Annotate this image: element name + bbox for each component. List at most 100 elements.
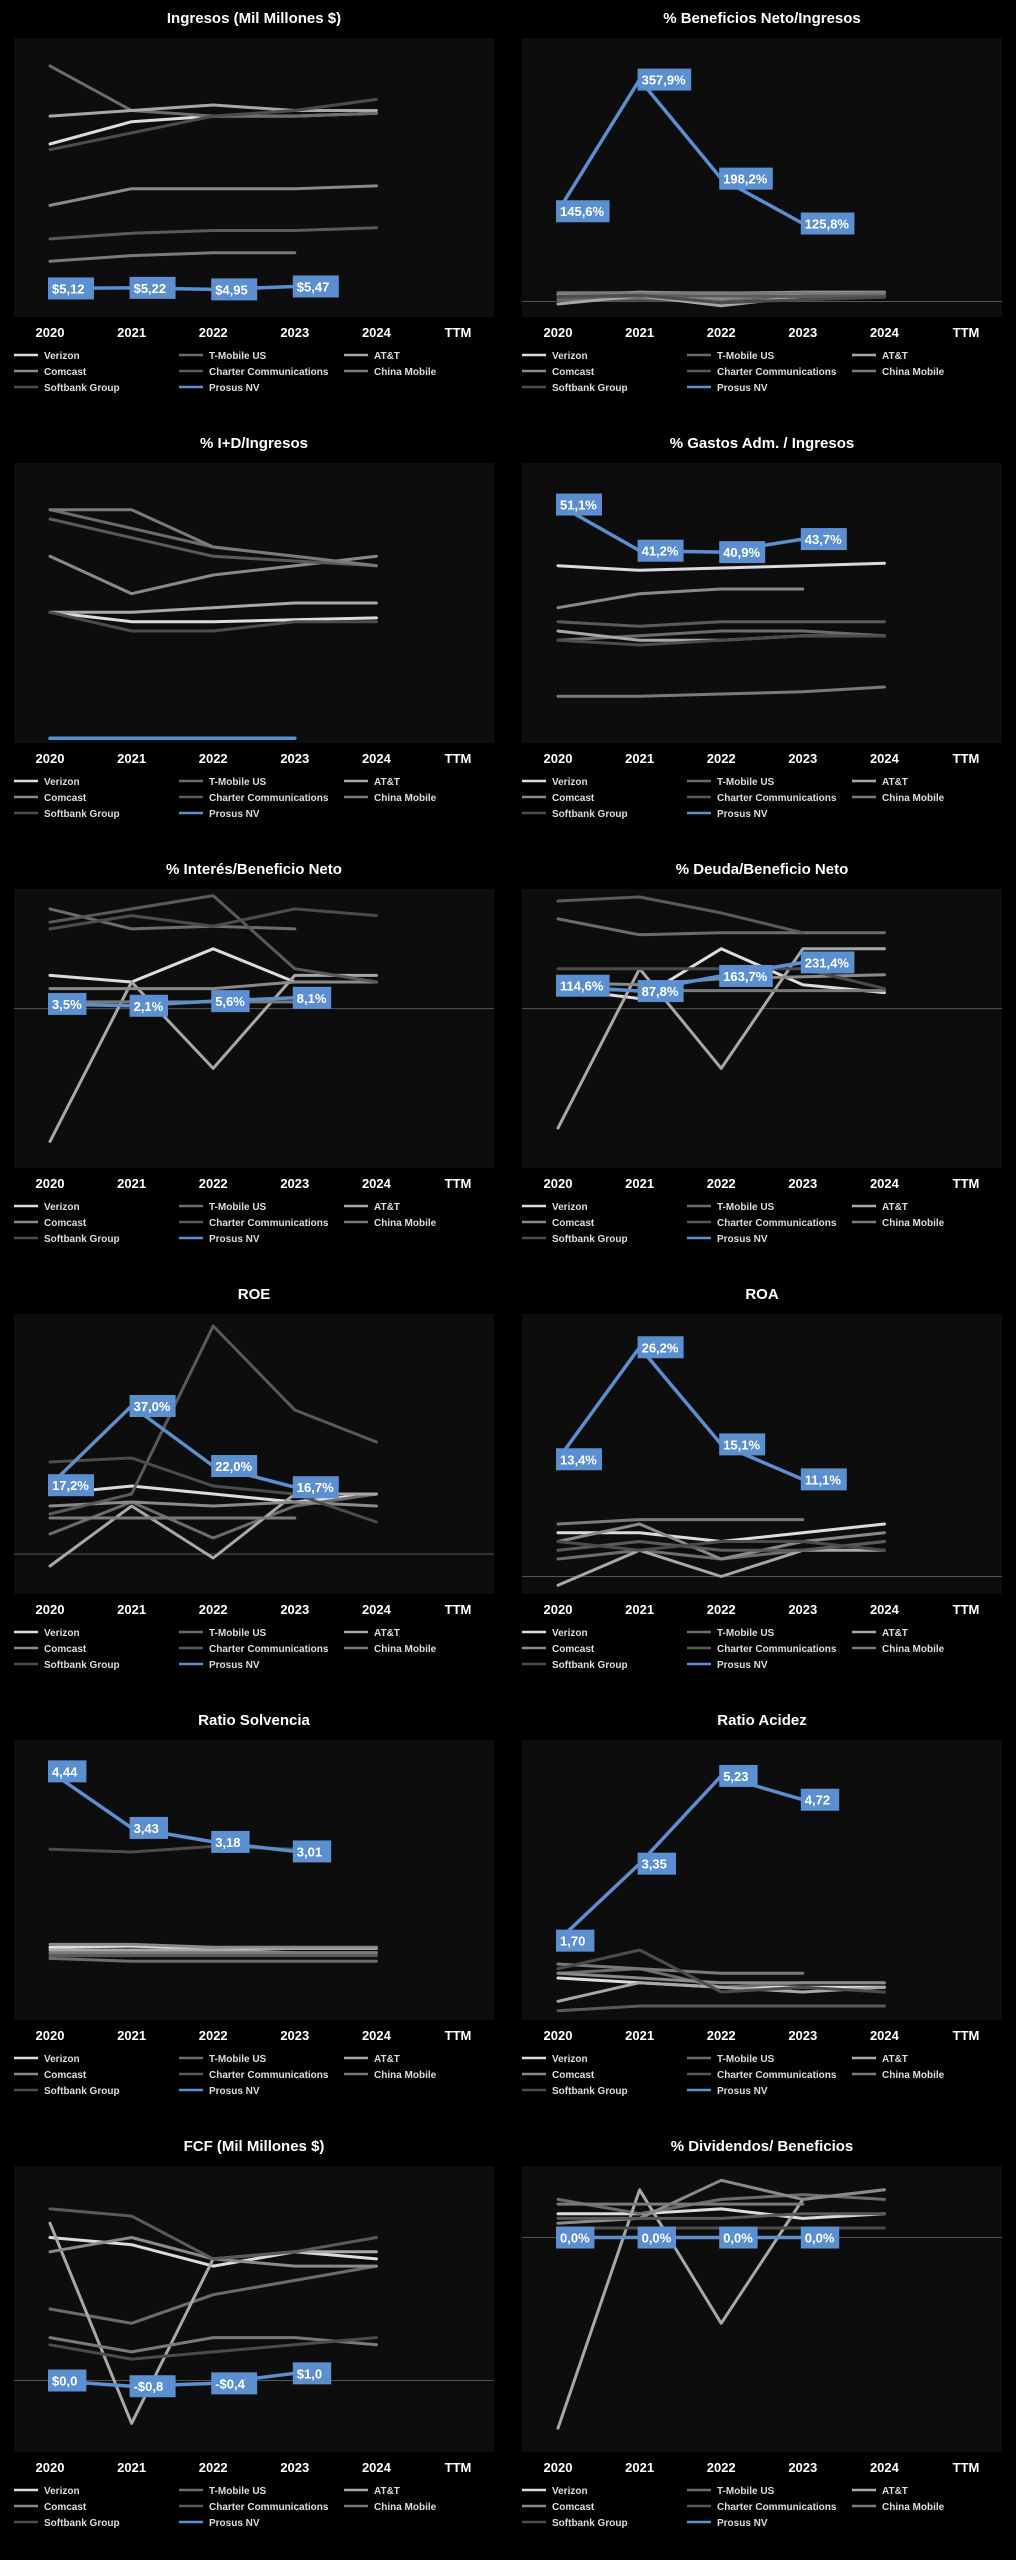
legend-entry: Charter Communications (179, 2070, 329, 2081)
svg-text:Verizon: Verizon (552, 2054, 588, 2065)
x-tick-label: 2022 (199, 1176, 228, 1191)
legend-entry: Softbank Group (14, 809, 120, 820)
chart-title: Ingresos (Mil Millones $) (166, 10, 342, 27)
svg-text:Charter Communications: Charter Communications (717, 2070, 837, 2081)
legend-entry: Comcast (14, 2502, 87, 2513)
data-label: 51,1% (556, 493, 602, 516)
svg-text:China Mobile: China Mobile (882, 2070, 945, 2081)
legend-entry: T-Mobile US (687, 2486, 775, 2497)
series-line-at-t (556, 1981, 886, 2003)
series-line-at-t (48, 601, 378, 614)
svg-text:Verizon: Verizon (552, 1202, 588, 1213)
x-tick-label: 2020 (36, 2028, 65, 2043)
x-tick-label: TTM (953, 2460, 980, 2475)
svg-text:-$0,8: -$0,8 (134, 2379, 164, 2394)
svg-text:China Mobile: China Mobile (882, 1218, 945, 1229)
legend-entry: Comcast (14, 367, 87, 378)
chart-svg: 2020 2021 2022 2023 2024 TTM $0,0 -$0,8 -$0,4 $1,… (14, 2166, 494, 2529)
chart-panel-1: Ingresos (Mil Millones $) 2020 2021 2022 202… (4, 2, 504, 421)
plot-area (14, 38, 494, 317)
legend-entry: Prosus NV (687, 383, 768, 394)
x-tick-label: 2020 (544, 1176, 573, 1191)
svg-text:China Mobile: China Mobile (374, 2502, 437, 2513)
legend-entry: Prosus NV (179, 1660, 260, 1671)
svg-text:163,7%: 163,7% (723, 969, 768, 984)
svg-text:Comcast: Comcast (552, 1218, 595, 1229)
svg-text:Verizon: Verizon (552, 777, 588, 788)
legend-entry: China Mobile (344, 1644, 437, 1655)
x-tick-label: 2024 (870, 2028, 900, 2043)
svg-text:Comcast: Comcast (44, 2502, 87, 2513)
data-label: 3,43 (129, 1816, 168, 1839)
svg-text:5,6%: 5,6% (215, 994, 245, 1009)
chart-svg: 2020 2021 2022 2023 2024 TTM $5,12 $5,22 $4,95 $5… (14, 38, 494, 394)
data-label: 5,23 (719, 1764, 758, 1787)
series-line-softbank-group (556, 634, 886, 647)
x-tick-label: 2021 (117, 2028, 146, 2043)
legend-entry: AT&T (344, 351, 400, 362)
data-label: $5,22 (129, 276, 176, 299)
legend-entry: Softbank Group (522, 2518, 628, 2529)
svg-text:Charter Communications: Charter Communications (717, 2502, 837, 2513)
svg-text:AT&T: AT&T (882, 1628, 908, 1639)
svg-text:AT&T: AT&T (374, 777, 400, 788)
svg-text:Prosus NV: Prosus NV (209, 383, 260, 394)
x-tick-label: TTM (445, 325, 472, 340)
chart-panel-12: % Dividendos/ Beneficios 2020 2021 2022 2023… (512, 2130, 1012, 2556)
data-label: 198,2% (719, 167, 773, 190)
svg-text:3,35: 3,35 (642, 1857, 667, 1872)
x-tick-label: 2021 (625, 751, 654, 766)
svg-text:Prosus NV: Prosus NV (209, 2518, 260, 2529)
svg-text:Charter Communications: Charter Communications (209, 2070, 329, 2081)
legend-entry: AT&T (344, 2486, 400, 2497)
legend-entry: Prosus NV (687, 1660, 768, 1671)
legend-entry: China Mobile (852, 2070, 945, 2081)
svg-text:3,5%: 3,5% (52, 997, 82, 1012)
legend-entry: Charter Communications (687, 793, 837, 804)
legend-entry: Verizon (522, 777, 588, 788)
svg-text:198,2%: 198,2% (723, 172, 768, 187)
chart-title: % Deuda/Beneficio Neto (675, 861, 849, 878)
x-tick-label: 2023 (788, 2028, 817, 2043)
svg-text:87,8%: 87,8% (642, 984, 679, 999)
series-line-at-t (556, 1548, 886, 1587)
x-tick-label: 2023 (788, 1602, 817, 1617)
x-tick-label: TTM (953, 325, 980, 340)
plot-area (14, 1740, 494, 2020)
legend-entry: Charter Communications (179, 1218, 329, 1229)
svg-text:0,0%: 0,0% (805, 2231, 835, 2246)
chart-svg: 2020 2021 2022 2023 2024 TTM 114,6% 87,8% 163,7%… (522, 889, 1002, 1245)
data-label: 0,0% (719, 2226, 758, 2249)
series-line-softbank-group (48, 610, 378, 633)
series-line-charter-communications (48, 1324, 378, 1516)
svg-text:China Mobile: China Mobile (882, 2502, 945, 2513)
legend-entry: China Mobile (344, 2070, 437, 2081)
svg-text:3,43: 3,43 (134, 1821, 159, 1836)
legend-entry: Verizon (14, 351, 80, 362)
svg-text:1,70: 1,70 (560, 1934, 585, 1949)
legend-entry: Softbank Group (14, 2518, 120, 2529)
series-line-verizon (556, 2207, 886, 2220)
svg-text:Prosus NV: Prosus NV (717, 2518, 768, 2529)
svg-text:4,44: 4,44 (52, 1764, 78, 1779)
x-tick-label: 2020 (36, 1602, 65, 1617)
plot-area (522, 889, 1002, 1168)
x-tick-label: 2024 (870, 1176, 900, 1191)
svg-text:Softbank Group: Softbank Group (44, 809, 120, 820)
x-tick-label: 2024 (362, 2028, 392, 2043)
svg-text:357,9%: 357,9% (642, 73, 687, 88)
svg-text:Softbank Group: Softbank Group (44, 2518, 120, 2529)
legend-entry: AT&T (852, 777, 908, 788)
svg-text:13,4%: 13,4% (560, 1452, 597, 1467)
legend-entry: Comcast (14, 1218, 87, 1229)
legend-entry: Charter Communications (179, 367, 329, 378)
svg-text:125,8%: 125,8% (805, 217, 850, 232)
x-tick-label: 2020 (544, 1602, 573, 1617)
legend-entry: Charter Communications (687, 1218, 837, 1229)
series-line-softbank-group (556, 1948, 886, 1994)
data-label: 1,70 (556, 1929, 595, 1952)
x-tick-label: 2022 (199, 1602, 228, 1617)
legend-entry: Softbank Group (522, 1660, 628, 1671)
svg-text:16,7%: 16,7% (297, 1480, 334, 1495)
